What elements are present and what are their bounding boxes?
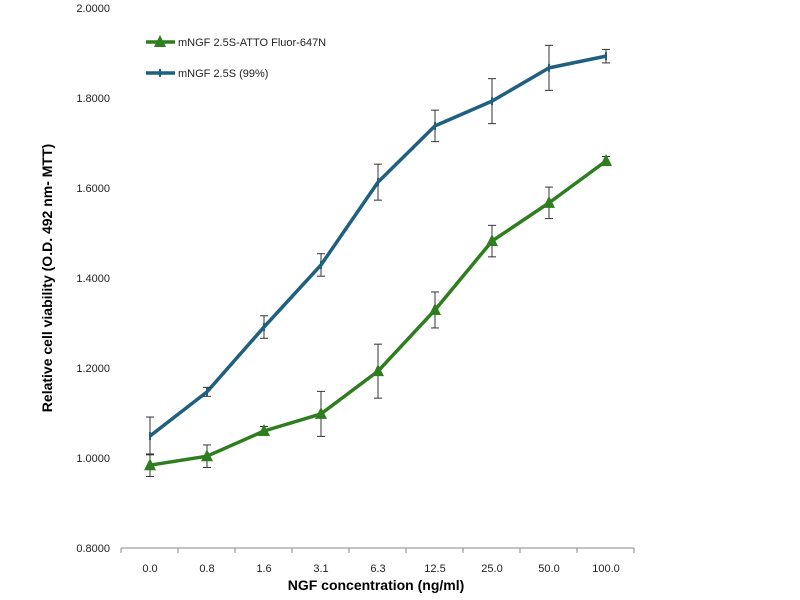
triangle-marker	[315, 406, 327, 419]
triangle-marker	[154, 35, 166, 47]
triangle-marker	[144, 458, 156, 471]
legend-label: mNGF 2.5S (99%)	[178, 68, 268, 80]
x-tick-label: 0.8	[199, 563, 214, 575]
triangle-marker	[429, 302, 441, 315]
series-atto	[144, 154, 612, 477]
y-tick-label: 1.0000	[76, 453, 110, 465]
triangle-marker	[486, 234, 498, 247]
y-tick-label: 1.6000	[76, 183, 110, 195]
triangle-marker	[543, 195, 555, 208]
x-tick-label: 100.0	[592, 563, 620, 575]
triangle-marker	[600, 154, 612, 166]
y-tick-label: 2.0000	[76, 3, 110, 15]
y-tick-label: 1.8000	[76, 93, 110, 105]
triangle-marker	[258, 424, 270, 436]
triangle-marker	[372, 364, 384, 377]
series-native	[146, 44, 610, 456]
x-tick-label: 1.6	[256, 563, 271, 575]
triangle-marker	[201, 449, 213, 462]
x-tick-label: 0.0	[142, 563, 157, 575]
x-tick-label: 25.0	[481, 563, 502, 575]
x-tick-label: 6.3	[370, 563, 385, 575]
x-axis-label: NGF concentration (ng/ml)	[288, 577, 465, 593]
y-tick-label: 1.4000	[76, 273, 110, 285]
x-tick-label: 50.0	[538, 563, 559, 575]
y-axis-label: Relative cell viability (O.D. 492 nm- MT…	[39, 144, 55, 412]
x-tick-label: 12.5	[424, 563, 445, 575]
series-line	[149, 159, 608, 467]
y-tick-label: 1.2000	[76, 363, 110, 375]
x-tick-label: 3.1	[313, 563, 328, 575]
y-tick-label: 0.8000	[76, 543, 110, 555]
legend-label: mNGF 2.5S-ATTO Fluor-647N	[178, 37, 326, 49]
